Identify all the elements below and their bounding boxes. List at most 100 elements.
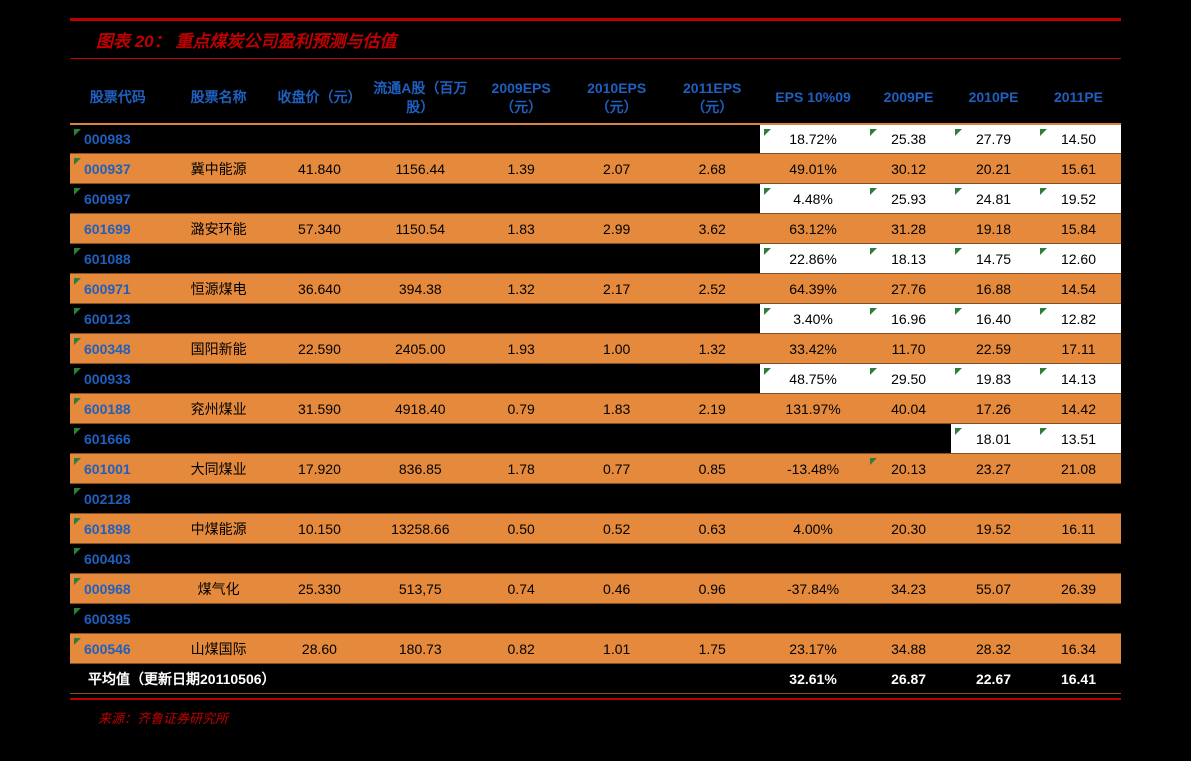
cell-pe11: 12.82 — [1036, 304, 1121, 334]
cell-eps09: 1.83 — [473, 214, 569, 244]
cell-name: 国阳新能 — [166, 334, 272, 364]
summary-row: 平均值（更新日期20110506）32.61%26.8722.6716.41 — [70, 664, 1121, 694]
cell-epspct: -37.84% — [760, 574, 866, 604]
cell-eps09: 1.39 — [473, 154, 569, 184]
cell-pe09: 11.70 — [866, 334, 951, 364]
cell-code: 600188 — [70, 394, 166, 424]
cell-float: 1156.44 — [367, 154, 473, 184]
th-pe11: 2011PE — [1036, 73, 1121, 124]
cell-code: 000937 — [70, 154, 166, 184]
cell-eps09 — [473, 544, 569, 574]
cell-epspct: 4.48% — [760, 184, 866, 214]
th-name: 股票名称 — [166, 73, 272, 124]
cell-float — [367, 184, 473, 214]
cell-price — [272, 124, 368, 154]
table-row: 600403 — [70, 544, 1121, 574]
cell-eps11: 3.62 — [664, 214, 760, 244]
th-pe09: 2009PE — [866, 73, 951, 124]
cell-price — [272, 484, 368, 514]
cell-name: 山煤国际 — [166, 634, 272, 664]
cell-float: 13258.66 — [367, 514, 473, 544]
cell-eps09: 1.78 — [473, 454, 569, 484]
cell-pe10: 22.59 — [951, 334, 1036, 364]
cell-pe11: 19.52 — [1036, 184, 1121, 214]
cell-eps09: 0.82 — [473, 634, 569, 664]
cell-epspct: 49.01% — [760, 154, 866, 184]
cell-eps11 — [664, 184, 760, 214]
cell-eps10: 1.01 — [569, 634, 665, 664]
cell-name: 中煤能源 — [166, 514, 272, 544]
cell-price — [272, 544, 368, 574]
cell-epspct — [760, 484, 866, 514]
cell-eps11 — [664, 544, 760, 574]
cell-name — [166, 604, 272, 634]
cell-code: 600997 — [70, 184, 166, 214]
cell-float — [367, 124, 473, 154]
cell-eps10 — [569, 364, 665, 394]
cell-epspct: 63.12% — [760, 214, 866, 244]
cell-name — [166, 184, 272, 214]
cell-epspct: 33.42% — [760, 334, 866, 364]
cell-eps10 — [569, 484, 665, 514]
cell-price — [272, 304, 368, 334]
cell-price: 10.150 — [272, 514, 368, 544]
table-row: 00093348.75%29.5019.8314.13 — [70, 364, 1121, 394]
cell-pe09: 34.23 — [866, 574, 951, 604]
table-row: 601001大同煤业17.920836.851.780.770.85-13.48… — [70, 454, 1121, 484]
table-row: 600348国阳新能22.5902405.001.931.001.3233.42… — [70, 334, 1121, 364]
cell-eps11 — [664, 604, 760, 634]
cell-code: 600403 — [70, 544, 166, 574]
cell-float: 1150.54 — [367, 214, 473, 244]
cell-name: 恒源煤电 — [166, 274, 272, 304]
cell-pe11: 14.13 — [1036, 364, 1121, 394]
table-row: 600546山煤国际28.60180.730.821.011.7523.17%3… — [70, 634, 1121, 664]
cell-eps10 — [569, 124, 665, 154]
table-row: 000937冀中能源41.8401156.441.392.072.6849.01… — [70, 154, 1121, 184]
cell-epspct: 22.86% — [760, 244, 866, 274]
cell-eps09 — [473, 364, 569, 394]
cell-code: 600123 — [70, 304, 166, 334]
cell-eps09 — [473, 124, 569, 154]
cell-pe11 — [1036, 604, 1121, 634]
cell-eps09: 1.93 — [473, 334, 569, 364]
cell-pe10: 55.07 — [951, 574, 1036, 604]
cell-eps10 — [569, 424, 665, 454]
cell-pe09: 25.38 — [866, 124, 951, 154]
cell-pe09: 20.13 — [866, 454, 951, 484]
cell-pe10: 27.79 — [951, 124, 1036, 154]
cell-float — [367, 484, 473, 514]
cell-epspct: 18.72% — [760, 124, 866, 154]
cell-price: 25.330 — [272, 574, 368, 604]
cell-epspct: 23.17% — [760, 634, 866, 664]
cell-code: 600971 — [70, 274, 166, 304]
cell-pe10 — [951, 604, 1036, 634]
cell-eps10 — [569, 304, 665, 334]
cell-eps09 — [473, 244, 569, 274]
cell-eps10: 0.77 — [569, 454, 665, 484]
summary-pe10: 22.67 — [951, 664, 1036, 694]
th-eps10: 2010EPS（元） — [569, 73, 665, 124]
cell-name: 大同煤业 — [166, 454, 272, 484]
cell-price: 31.590 — [272, 394, 368, 424]
cell-float — [367, 544, 473, 574]
th-pe10: 2010PE — [951, 73, 1036, 124]
earnings-table: 股票代码 股票名称 收盘价（元） 流通A股（百万股） 2009EPS（元） 20… — [70, 73, 1121, 694]
th-eps11: 2011EPS（元） — [664, 73, 760, 124]
cell-price — [272, 184, 368, 214]
cell-pe10: 19.18 — [951, 214, 1036, 244]
cell-pe09 — [866, 604, 951, 634]
cell-code: 000968 — [70, 574, 166, 604]
cell-name — [166, 424, 272, 454]
cell-name — [166, 304, 272, 334]
cell-name — [166, 124, 272, 154]
cell-pe09: 30.12 — [866, 154, 951, 184]
cell-eps11: 1.32 — [664, 334, 760, 364]
cell-name: 潞安环能 — [166, 214, 272, 244]
table-row: 000968煤气化25.330513,750.740.460.96-37.84%… — [70, 574, 1121, 604]
cell-pe09: 34.88 — [866, 634, 951, 664]
cell-float: 180.73 — [367, 634, 473, 664]
cell-float: 836.85 — [367, 454, 473, 484]
cell-float — [367, 604, 473, 634]
cell-price: 22.590 — [272, 334, 368, 364]
cell-pe10: 16.88 — [951, 274, 1036, 304]
